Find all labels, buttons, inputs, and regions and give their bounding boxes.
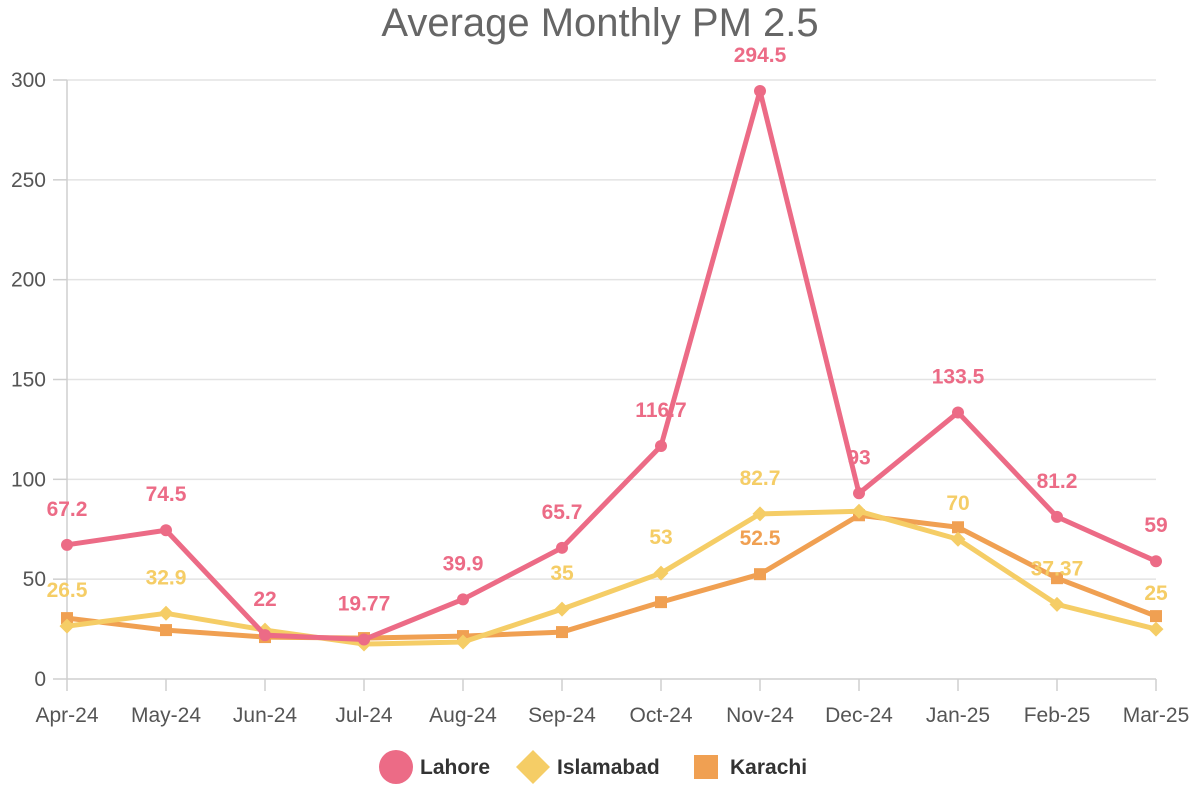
legend-marker-lahore — [379, 750, 413, 784]
point-karachi — [556, 626, 568, 639]
point-lahore — [655, 439, 667, 452]
x-tick-label: Mar-25 — [1123, 704, 1190, 727]
point-karachi — [160, 624, 172, 637]
data-label-lahore: 81.2 — [1037, 470, 1078, 493]
y-tick-label: 250 — [11, 169, 46, 192]
data-label-lahore: 133.5 — [932, 365, 985, 388]
point-karachi — [1051, 572, 1063, 585]
data-label-islamabad: 25 — [1144, 582, 1168, 605]
legend-item-lahore: Lahore — [379, 750, 490, 784]
point-lahore — [457, 593, 469, 606]
point-lahore — [754, 84, 766, 97]
point-islamabad — [158, 605, 174, 621]
x-tick-label: May-24 — [131, 704, 201, 727]
data-label-lahore: 19.77 — [338, 593, 391, 616]
point-lahore — [556, 541, 568, 554]
series-lines — [59, 84, 1164, 652]
legend-marker-karachi — [694, 755, 718, 779]
grid — [67, 79, 1156, 580]
x-tick-label: Aug-24 — [429, 704, 497, 727]
data-label-lahore: 59 — [1144, 514, 1167, 537]
point-islamabad — [950, 531, 966, 547]
point-karachi — [61, 612, 73, 625]
data-label-islamabad: 82.7 — [740, 467, 781, 490]
x-tick-label: Feb-25 — [1024, 704, 1091, 727]
data-label-lahore: 116.7 — [635, 399, 686, 422]
point-lahore — [853, 487, 865, 500]
y-tick-label: 100 — [11, 468, 46, 491]
x-tick-label: Apr-24 — [35, 704, 98, 727]
legend: Lahore Islamabad Karachi — [379, 750, 807, 784]
x-tick-label: Jun-24 — [233, 704, 298, 727]
legend-item-islamabad: Islamabad — [516, 750, 660, 784]
point-islamabad — [851, 503, 867, 519]
legend-label-islamabad: Islamabad — [557, 756, 660, 779]
point-islamabad — [752, 506, 768, 522]
data-label-islamabad: 53 — [649, 526, 672, 549]
data-label-islamabad: 37.37 — [1031, 557, 1084, 580]
series-line-karachi — [64, 512, 1159, 641]
data-label-lahore: 93 — [847, 446, 870, 469]
point-islamabad — [1049, 596, 1065, 612]
point-karachi — [952, 521, 964, 534]
point-karachi — [1150, 610, 1162, 623]
data-label-lahore: 74.5 — [146, 483, 187, 506]
x-tick-label: Nov-24 — [726, 704, 794, 727]
x-tick-label: Jul-24 — [335, 704, 393, 727]
point-lahore — [259, 629, 271, 642]
point-lahore — [160, 524, 172, 537]
series-line-lahore — [64, 88, 1159, 643]
y-tick-label: 150 — [11, 369, 46, 392]
legend-label-lahore: Lahore — [420, 756, 490, 779]
point-lahore — [61, 538, 73, 551]
point-lahore — [1051, 510, 1063, 523]
x-tick-label: Jan-25 — [926, 704, 990, 727]
y-tick-label: 300 — [11, 69, 46, 92]
point-lahore — [1150, 555, 1162, 568]
data-label-karachi: 52.5 — [740, 527, 781, 550]
point-karachi — [655, 596, 667, 609]
point-lahore — [358, 633, 370, 646]
legend-marker-islamabad — [516, 750, 550, 784]
data-label-islamabad: 35 — [550, 562, 574, 585]
data-label-lahore: 294.5 — [734, 44, 787, 67]
data-labels: 67.2 74.5 22 19.77 39.9 65.7 116.7 294.5 93 133.5… — [47, 44, 1168, 616]
point-islamabad — [554, 601, 570, 617]
point-islamabad — [653, 565, 669, 581]
point-karachi — [754, 568, 766, 581]
x-tick-label: Sep-24 — [528, 704, 596, 727]
y-tick-label: 0 — [34, 668, 46, 691]
axes: 0 50 100 150 200 250 300 Apr-24 May-24 Jun-24 Jul-… — [11, 69, 1189, 727]
point-islamabad — [455, 634, 471, 650]
chart-title: Average Monthly PM 2.5 — [381, 1, 818, 45]
data-label-lahore: 39.9 — [443, 552, 484, 575]
data-label-lahore: 22 — [253, 588, 276, 611]
y-tick-label: 50 — [23, 568, 46, 591]
legend-label-karachi: Karachi — [730, 756, 807, 779]
x-tick-label: Dec-24 — [825, 704, 893, 727]
series-line-islamabad — [64, 508, 1159, 647]
data-label-lahore: 67.2 — [47, 498, 88, 521]
point-lahore — [952, 406, 964, 419]
point-islamabad — [1148, 621, 1164, 637]
data-label-islamabad: 32.9 — [146, 566, 187, 589]
y-tick-label: 200 — [11, 269, 46, 292]
point-islamabad — [59, 618, 75, 634]
legend-item-karachi: Karachi — [694, 755, 807, 779]
data-label-islamabad: 26.5 — [47, 579, 88, 602]
x-tick-label: Oct-24 — [629, 704, 692, 727]
data-label-islamabad: 70 — [946, 492, 969, 515]
data-label-lahore: 65.7 — [542, 501, 583, 524]
